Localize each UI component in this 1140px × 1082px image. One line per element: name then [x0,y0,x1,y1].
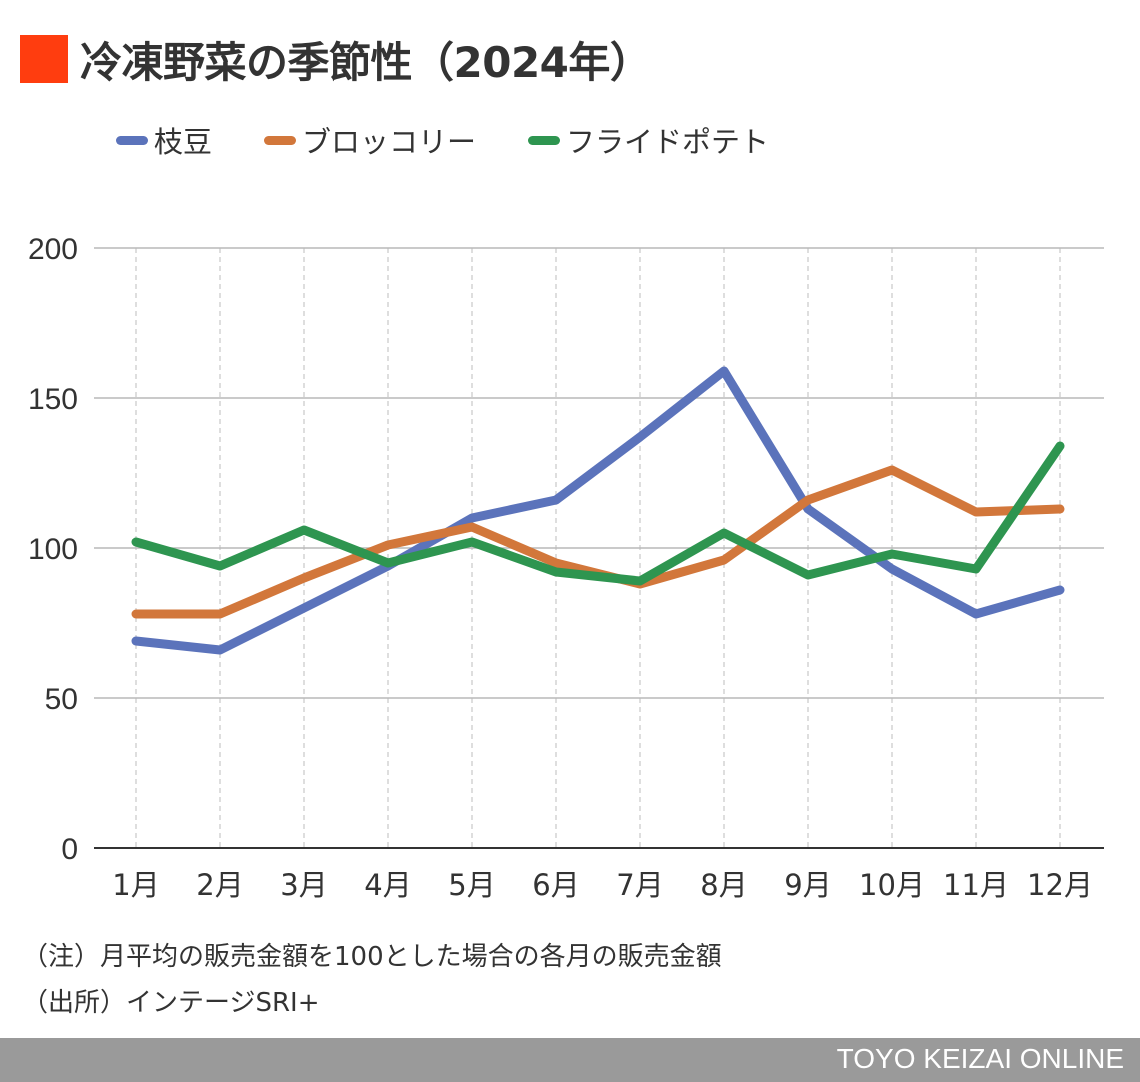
x-tick-label: 7月 [616,868,663,902]
legend: 枝豆 ブロッコリー フライドポテト [116,118,821,162]
y-tick-label: 0 [61,833,78,866]
x-tick-label: 11月 [943,868,1009,902]
legend-item: 枝豆 [116,119,212,161]
data-point [975,568,977,570]
footer-bar: TOYO KEIZAI ONLINE [0,1038,1140,1082]
x-tick-label: 6月 [532,868,579,902]
y-tick-label: 200 [28,233,78,266]
data-point [219,649,221,651]
line-chart: 0 50 100 150 200 1月 2月 3月 4月 5月 6月 7月 8月 9月 10月 11月 12月 [28,233,1104,902]
chart-note: （注）月平均の販売金額を100とした場合の各月の販売金額 [22,942,722,972]
data-point [1059,445,1061,447]
data-point [303,529,305,531]
y-tick-label: 150 [28,383,78,416]
data-point [807,508,809,510]
x-tick-label: 5月 [448,868,495,902]
title-row: 冷凍野菜の季節性（2024年） [20,32,652,87]
data-point [471,541,473,543]
chart-source: （出所）インテージSRI+ [22,988,320,1018]
legend-label: フライドポテト [566,125,770,159]
x-tick-label: 4月 [364,868,411,902]
data-point [135,541,137,543]
series-group [131,366,1065,655]
series-line [131,441,1065,586]
data-point [555,562,557,564]
data-point [303,577,305,579]
x-tick-label: 12月 [1027,868,1093,902]
data-point [723,532,725,534]
data-point [807,499,809,501]
data-point [387,562,389,564]
data-point [303,607,305,609]
brand-label: TOYO KEIZAI ONLINE [836,1043,1124,1074]
data-point [891,553,893,555]
series-line [131,366,1065,655]
legend-swatch [116,135,148,145]
data-point [639,436,641,438]
data-point [891,469,893,471]
legend-label: 枝豆 [154,125,213,159]
data-point [387,544,389,546]
data-point [975,511,977,513]
data-point [219,565,221,567]
data-point [1059,508,1061,510]
chart-title: 冷凍野菜の季節性（2024年） [80,37,652,87]
y-tick-label: 100 [28,533,78,566]
x-tick-label: 2月 [196,868,243,902]
data-point [555,499,557,501]
data-point [1059,589,1061,591]
data-point [135,613,137,615]
data-point [555,571,557,573]
legend-item: フライドポテト [528,119,769,161]
data-point [219,613,221,615]
legend-swatch [528,135,561,145]
data-point [471,526,473,528]
data-point [807,574,809,576]
legend-swatch [264,135,297,145]
data-point [639,580,641,582]
y-tick-label: 50 [45,683,78,716]
data-point [723,370,725,372]
x-tick-label: 10月 [859,868,925,902]
data-point [723,559,725,561]
legend-item: ブロッコリー [264,119,476,161]
data-point [471,517,473,519]
x-tick-label: 8月 [700,868,747,902]
data-point [975,613,977,615]
legend-label: ブロッコリー [302,125,477,159]
x-tick-label: 9月 [784,868,831,902]
x-tick-label: 3月 [280,868,327,902]
data-point [891,568,893,570]
title-square-icon [20,35,68,83]
series-group [131,441,1065,586]
x-tick-label: 1月 [112,868,159,902]
data-point [135,640,137,642]
